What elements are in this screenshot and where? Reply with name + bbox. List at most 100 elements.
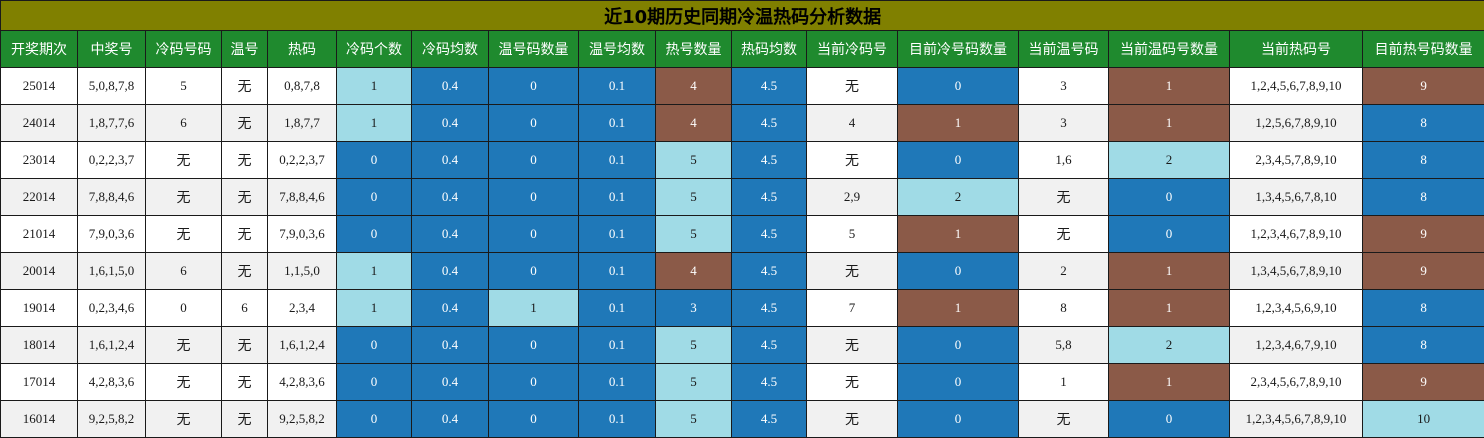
table-cell: 0.4 bbox=[412, 253, 489, 290]
table-cell: 3 bbox=[1019, 105, 1109, 142]
table-cell: 9 bbox=[1363, 68, 1484, 105]
cell-value: 9 bbox=[1420, 374, 1427, 389]
table-cell: 无 bbox=[1019, 216, 1109, 253]
table-cell: 7,8,8,4,6 bbox=[268, 179, 337, 216]
table-cell: 0.4 bbox=[412, 401, 489, 438]
cell-value: 1,6,1,2,4 bbox=[279, 337, 325, 352]
table-cell: 0 bbox=[337, 401, 412, 438]
column-header: 热码均数 bbox=[732, 31, 807, 68]
cell-value: 0 bbox=[955, 152, 962, 167]
table-cell: 1 bbox=[337, 105, 412, 142]
cell-value: 2 bbox=[1060, 263, 1067, 278]
table-cell: 1 bbox=[1109, 290, 1230, 327]
table-cell: 0 bbox=[489, 253, 579, 290]
cell-value: 0 bbox=[530, 78, 537, 93]
cell-value: 4.5 bbox=[761, 152, 777, 167]
column-header: 目前冷号码数量 bbox=[898, 31, 1019, 68]
table-cell: 无 bbox=[146, 364, 222, 401]
table-cell: 25014 bbox=[1, 68, 78, 105]
table-cell: 5,0,8,7,8 bbox=[78, 68, 146, 105]
table-cell: 0.1 bbox=[579, 179, 656, 216]
cell-value: 9,2,5,8,2 bbox=[89, 411, 135, 426]
cell-value: 8 bbox=[1420, 115, 1427, 130]
column-header: 冷码均数 bbox=[412, 31, 489, 68]
table-cell: 8 bbox=[1363, 142, 1484, 179]
cell-value: 4 bbox=[849, 115, 856, 130]
cell-value: 0 bbox=[530, 374, 537, 389]
cell-value: 1 bbox=[955, 115, 962, 130]
table-cell: 0 bbox=[1109, 179, 1230, 216]
table-cell: 1,2,3,4,6,7,9,10 bbox=[1230, 327, 1363, 364]
table-cell: 1,8,7,7 bbox=[268, 105, 337, 142]
table-cell: 0.1 bbox=[579, 142, 656, 179]
cell-value: 0.1 bbox=[609, 300, 625, 315]
cell-value: 1,3,4,5,6,7,8,9,10 bbox=[1251, 263, 1342, 278]
cell-value: 5 bbox=[690, 152, 697, 167]
table-cell: 1 bbox=[337, 290, 412, 327]
cell-value: 2,3,4 bbox=[289, 300, 315, 315]
table-cell: 2,3,4 bbox=[268, 290, 337, 327]
cell-value: 0 bbox=[530, 115, 537, 130]
table-cell: 1 bbox=[898, 216, 1019, 253]
table-cell: 9,2,5,8,2 bbox=[268, 401, 337, 438]
table-cell: 18014 bbox=[1, 327, 78, 364]
table-cell: 1,2,3,4,6,7,8,9,10 bbox=[1230, 216, 1363, 253]
table-cell: 5 bbox=[656, 142, 732, 179]
cell-value: 19014 bbox=[23, 300, 56, 315]
cell-value: 2 bbox=[1166, 337, 1173, 352]
column-header: 当前冷码号 bbox=[807, 31, 898, 68]
column-header: 目前热号码数量 bbox=[1363, 31, 1484, 68]
cell-value: 25014 bbox=[23, 78, 56, 93]
cell-value: 0 bbox=[530, 411, 537, 426]
cell-value: 0 bbox=[1166, 189, 1173, 204]
cell-value: 1,8,7,7 bbox=[284, 115, 320, 130]
cell-value: 1,2,3,4,5,6,9,10 bbox=[1255, 300, 1336, 315]
cell-value: 4.5 bbox=[761, 263, 777, 278]
table-cell: 1,2,4,5,6,7,8,9,10 bbox=[1230, 68, 1363, 105]
cell-value: 1,2,3,4,6,7,8,9,10 bbox=[1251, 226, 1342, 241]
cell-value: 7,8,8,4,6 bbox=[89, 189, 135, 204]
cell-value: 0.4 bbox=[442, 411, 458, 426]
cell-value: 1,3,4,5,6,7,8,10 bbox=[1255, 189, 1336, 204]
table-cell: 0 bbox=[489, 327, 579, 364]
cell-value: 0 bbox=[180, 300, 187, 315]
table-cell: 4.5 bbox=[732, 364, 807, 401]
table-cell: 无 bbox=[146, 179, 222, 216]
cell-value: 4.5 bbox=[761, 337, 777, 352]
cell-value: 22014 bbox=[23, 189, 56, 204]
table-cell: 无 bbox=[222, 253, 268, 290]
table-cell: 无 bbox=[222, 327, 268, 364]
table-cell: 0.4 bbox=[412, 290, 489, 327]
cell-value: 1,2,3,4,5,6,7,8,9,10 bbox=[1246, 411, 1347, 426]
cell-value: 1 bbox=[371, 78, 378, 93]
table-cell: 21014 bbox=[1, 216, 78, 253]
table-cell: 0.4 bbox=[412, 68, 489, 105]
table-cell: 0 bbox=[489, 68, 579, 105]
table-cell: 2 bbox=[1109, 142, 1230, 179]
table-cell: 1 bbox=[1109, 105, 1230, 142]
cell-value: 1,6 bbox=[1055, 152, 1071, 167]
table-cell: 0 bbox=[489, 142, 579, 179]
cell-value: 2 bbox=[955, 189, 962, 204]
cell-value: 0 bbox=[371, 411, 378, 426]
table-cell: 0 bbox=[489, 401, 579, 438]
table-cell: 0 bbox=[337, 327, 412, 364]
cell-value: 1 bbox=[955, 226, 962, 241]
table-cell: 2,3,4,5,7,8,9,10 bbox=[1230, 142, 1363, 179]
cell-value: 10 bbox=[1417, 411, 1430, 426]
cell-value: 5 bbox=[180, 78, 187, 93]
column-header: 冷码个数 bbox=[337, 31, 412, 68]
table-cell: 0 bbox=[337, 142, 412, 179]
cell-value: 5,0,8,7,8 bbox=[89, 78, 135, 93]
table-cell: 8 bbox=[1019, 290, 1109, 327]
cell-value: 0.1 bbox=[609, 78, 625, 93]
cell-value: 0 bbox=[1166, 226, 1173, 241]
table-cell: 无 bbox=[222, 364, 268, 401]
cell-value: 无 bbox=[845, 79, 859, 95]
table-cell: 无 bbox=[1019, 179, 1109, 216]
table-cell: 1 bbox=[337, 68, 412, 105]
cell-value: 无 bbox=[1057, 190, 1071, 206]
table-cell: 5 bbox=[656, 179, 732, 216]
cell-value: 0 bbox=[371, 152, 378, 167]
